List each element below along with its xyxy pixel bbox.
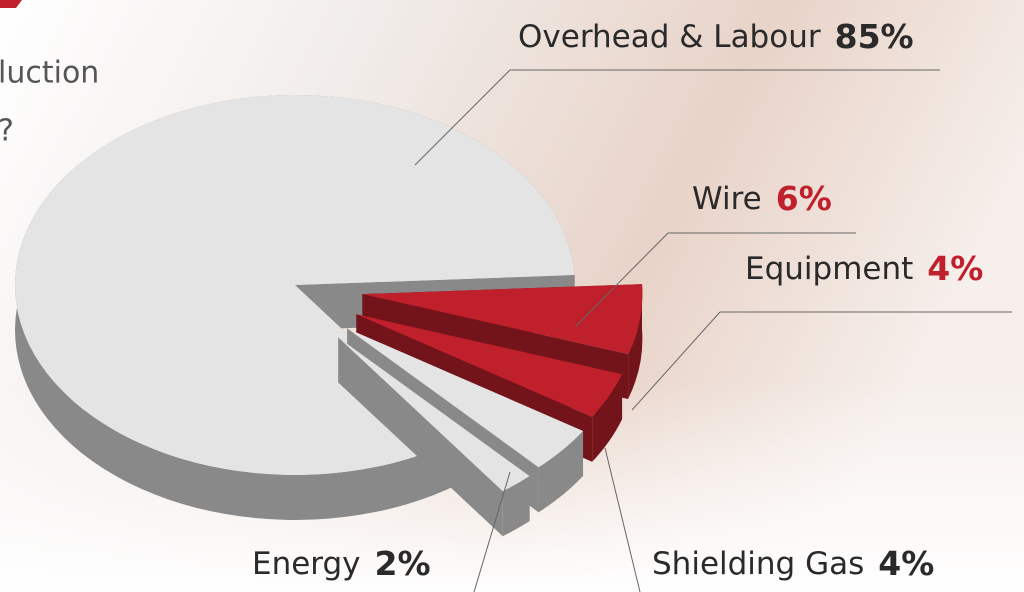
category-label: Energy [252, 546, 361, 582]
category-label: Overhead & Labour [518, 19, 821, 55]
slice [15, 95, 575, 476]
value-label: 2% [375, 544, 431, 583]
slice-label: Overhead & Labour 85% [518, 17, 914, 56]
slice-side [628, 284, 643, 400]
slice-side [338, 337, 503, 537]
leader-line [473, 471, 511, 592]
leader-line [575, 232, 669, 327]
slice-label: Equipment 4% [745, 249, 983, 288]
slice [356, 314, 623, 417]
intro-text: luction [0, 56, 99, 91]
leader-line [604, 447, 641, 592]
corner-accent [0, 0, 22, 8]
slice-label: Shielding Gas 4% [652, 544, 934, 583]
slice [362, 284, 643, 355]
slice [338, 337, 530, 492]
value-label: 4% [878, 544, 934, 583]
slice [347, 328, 584, 468]
category-label: Equipment [745, 251, 913, 287]
leader-line [631, 311, 721, 411]
pie [15, 95, 643, 537]
value-label: 6% [776, 179, 832, 218]
value-label: 85% [835, 17, 914, 56]
slice-label: Wire 6% [692, 179, 832, 218]
slice-label: Energy 2% [252, 544, 431, 583]
leader-line [414, 69, 511, 166]
value-label: 4% [927, 249, 983, 288]
intro-text: ? [0, 114, 14, 149]
category-label: Wire [692, 181, 762, 217]
category-label: Shielding Gas [652, 546, 864, 582]
labels: Wire 6% Equipment 4% Shielding Gas 4% Energy 2%… [252, 17, 1012, 592]
